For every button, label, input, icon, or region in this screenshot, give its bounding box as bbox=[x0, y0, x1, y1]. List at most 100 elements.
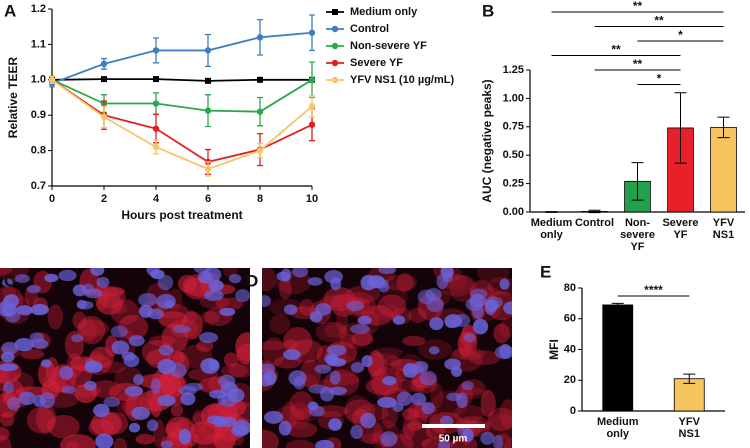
nucleus bbox=[157, 274, 174, 291]
nucleus bbox=[183, 382, 204, 392]
membrane-stain bbox=[408, 308, 427, 323]
bar bbox=[710, 126, 737, 213]
membrane-stain bbox=[367, 350, 384, 377]
legend-marker bbox=[331, 42, 339, 50]
nucleus bbox=[492, 434, 504, 448]
membrane-stain bbox=[60, 434, 96, 448]
nucleus bbox=[378, 268, 397, 275]
membrane-stain bbox=[36, 403, 57, 434]
significance-label: ** bbox=[654, 14, 664, 28]
x-tick-label: 2 bbox=[101, 193, 107, 205]
nucleus bbox=[406, 365, 424, 375]
nucleus bbox=[350, 425, 363, 440]
nucleus bbox=[327, 344, 347, 356]
nucleus bbox=[30, 303, 49, 316]
membrane-stain bbox=[26, 407, 55, 434]
membrane-stain bbox=[323, 322, 349, 338]
nucleus bbox=[480, 431, 495, 445]
point bbox=[101, 76, 107, 83]
membrane-stain bbox=[228, 362, 250, 378]
membrane-stain bbox=[90, 380, 121, 399]
point bbox=[205, 77, 211, 84]
nucleus bbox=[469, 293, 486, 308]
nucleus bbox=[16, 305, 33, 316]
nucleus bbox=[231, 424, 249, 437]
nucleus bbox=[357, 315, 372, 325]
nucleus bbox=[14, 337, 34, 352]
nucleus bbox=[218, 374, 236, 389]
membrane-stain bbox=[367, 352, 387, 380]
nucleus bbox=[164, 300, 175, 309]
nucleus bbox=[328, 357, 347, 367]
point bbox=[256, 108, 264, 115]
nucleus bbox=[264, 370, 277, 386]
x-tick-label: Control bbox=[574, 217, 615, 229]
nucleus bbox=[131, 406, 150, 420]
x-tick-label: 0 bbox=[49, 193, 55, 205]
membrane-stain bbox=[493, 323, 510, 344]
bar bbox=[667, 127, 694, 213]
series-line bbox=[51, 78, 312, 82]
nucleus bbox=[14, 274, 30, 284]
nucleus bbox=[204, 289, 224, 302]
nucleus bbox=[360, 412, 376, 429]
x-tick-label: 4 bbox=[153, 193, 160, 205]
legend-label: Non-severe YF bbox=[350, 40, 427, 52]
nucleus bbox=[392, 402, 404, 413]
bar bbox=[602, 304, 634, 412]
membrane-stain bbox=[66, 441, 80, 448]
membrane-stain bbox=[345, 285, 381, 304]
membrane-stain bbox=[399, 422, 432, 448]
nucleus bbox=[93, 403, 110, 418]
membrane-stain bbox=[285, 439, 315, 448]
nucleus bbox=[308, 405, 325, 417]
nucleus bbox=[262, 294, 271, 308]
membrane-stain bbox=[262, 429, 279, 448]
membrane-stain bbox=[192, 409, 206, 425]
nucleus bbox=[1, 278, 13, 287]
nucleus bbox=[283, 304, 298, 315]
membrane-stain bbox=[381, 284, 408, 308]
nucleus bbox=[439, 415, 454, 427]
y-axis-title: MFI bbox=[547, 339, 561, 360]
y-tick-label: 40 bbox=[564, 343, 576, 355]
x-tick-label: Non-severe YF bbox=[620, 217, 655, 253]
nucleus bbox=[450, 366, 463, 377]
point bbox=[152, 143, 160, 151]
y-tick-label: 20 bbox=[564, 374, 576, 386]
membrane-stain bbox=[223, 352, 239, 367]
membrane-stain bbox=[46, 414, 80, 439]
series-line bbox=[51, 79, 313, 163]
point bbox=[100, 113, 108, 121]
significance-label: ** bbox=[611, 43, 621, 57]
significance-label: ** bbox=[633, 0, 643, 13]
nucleus bbox=[124, 386, 143, 397]
error-bar bbox=[674, 92, 687, 164]
membrane-stain bbox=[402, 408, 419, 421]
nucleus bbox=[200, 357, 220, 374]
membrane-stain bbox=[449, 274, 477, 303]
x-tick-label: 6 bbox=[205, 193, 211, 205]
nucleus bbox=[199, 332, 219, 344]
nucleus bbox=[314, 364, 332, 374]
nucleus bbox=[283, 349, 301, 361]
membrane-stain bbox=[80, 318, 97, 342]
membrane-stain bbox=[262, 268, 277, 292]
membrane-stain bbox=[283, 326, 313, 357]
nucleus bbox=[429, 317, 444, 331]
nucleus bbox=[128, 335, 145, 347]
membrane-stain bbox=[113, 437, 128, 448]
y-axis-title: AUC (negative peaks) bbox=[480, 79, 494, 202]
membrane-stain bbox=[499, 318, 512, 339]
nucleus bbox=[329, 370, 341, 385]
nucleus bbox=[138, 305, 153, 318]
legend-label: YFV NS1 (10 µg/mL) bbox=[350, 74, 454, 86]
legend-label: Control bbox=[350, 23, 389, 35]
membrane-stain bbox=[499, 399, 512, 429]
membrane-stain bbox=[370, 304, 400, 321]
membrane-stain bbox=[485, 413, 512, 440]
nucleus bbox=[77, 300, 94, 310]
nucleus bbox=[346, 300, 364, 312]
series-line bbox=[51, 79, 313, 170]
